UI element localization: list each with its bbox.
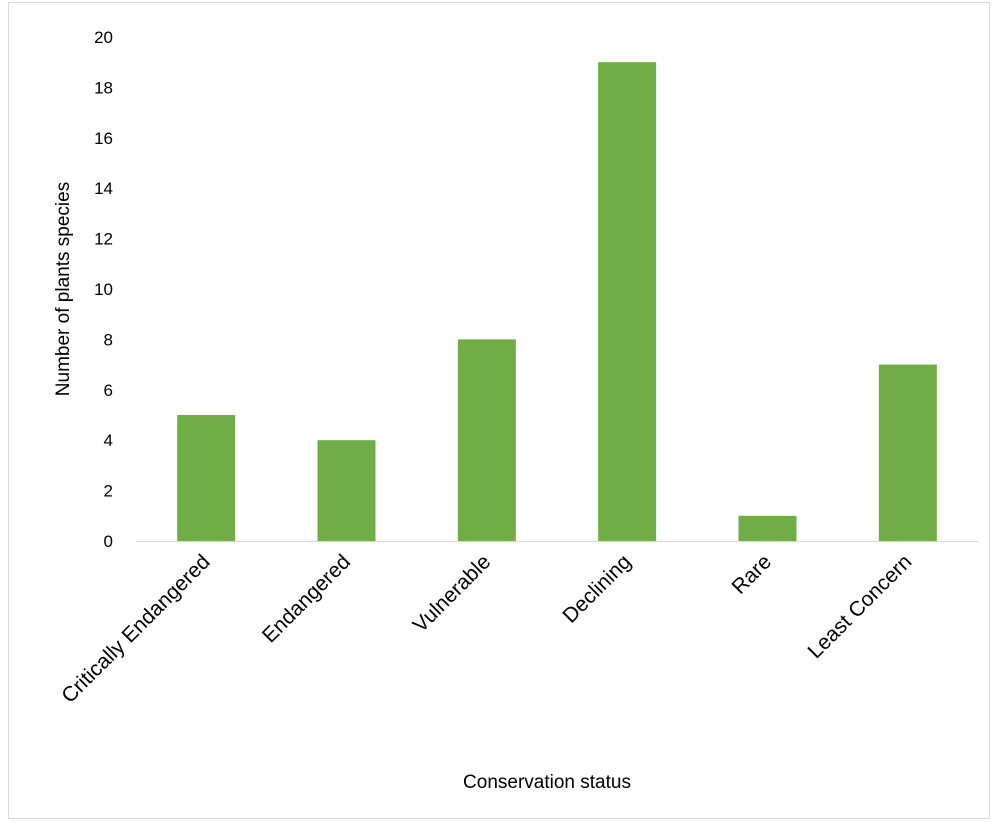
x-tick-label: Least Concern [804, 550, 917, 663]
bar-critically-endangered [177, 415, 236, 541]
bar-endangered [317, 440, 376, 541]
x-tick-label: Declining [558, 550, 635, 627]
bar-declining [598, 62, 657, 541]
bar-rare [738, 515, 797, 541]
y-tick-label: 2 [104, 482, 113, 501]
x-tick-label: Rare [728, 550, 776, 598]
bar-least-concern [878, 364, 937, 541]
x-axis-labels: Critically Endangered Endangered Vulnerabl… [57, 550, 916, 707]
y-tick-label: 12 [94, 230, 113, 249]
y-tick-label: 8 [104, 330, 113, 349]
x-axis-title: Conservation status [463, 772, 631, 793]
bars [177, 62, 937, 541]
y-tick-label: 16 [94, 129, 113, 148]
y-tick-label: 10 [94, 280, 113, 299]
y-tick-label: 14 [94, 179, 113, 198]
bar-vulnerable [457, 339, 516, 541]
x-tick-label: Critically Endangered [57, 550, 214, 707]
y-axis-ticks: 0 2 4 6 8 10 12 14 16 18 20 [94, 28, 113, 551]
y-tick-label: 6 [104, 381, 113, 400]
y-tick-label: 20 [94, 28, 113, 47]
x-tick-label: Endangered [258, 550, 355, 647]
x-tick-label: Vulnerable [409, 550, 496, 637]
y-tick-label: 0 [104, 532, 113, 551]
y-axis-title: Number of plants species [53, 182, 74, 396]
y-tick-label: 4 [104, 431, 113, 450]
y-tick-label: 18 [94, 78, 113, 97]
